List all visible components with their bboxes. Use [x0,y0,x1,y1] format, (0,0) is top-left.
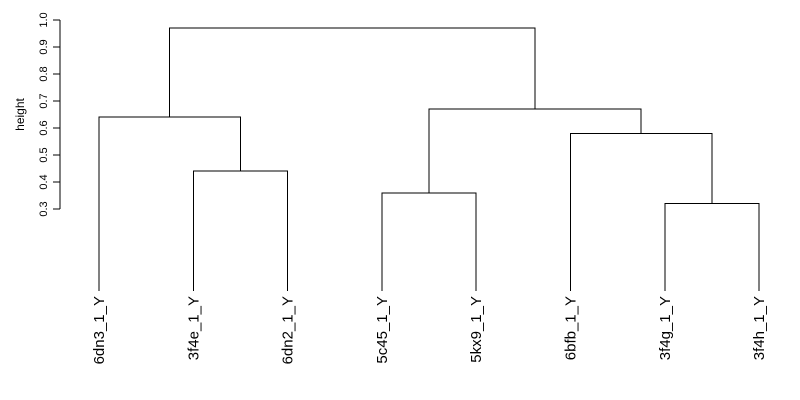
leaf-label: 3f4e_1_Y [185,296,202,360]
leaf-label: 6dn3_1_Y [91,296,108,364]
dendrogram-tree [98,27,760,291]
y-tick-label: 0.6 [38,120,50,135]
dendrogram-branch [192,170,289,291]
leaf-label: 3f4h_1_Y [751,296,768,360]
dendrogram-branch [98,116,241,291]
leaf-label: 5kx9_1_Y [468,296,485,363]
dendrogram-branch [428,108,642,193]
y-tick-label: 0.7 [38,93,50,108]
leaf-labels: 6dn3_1_Y 3f4e_1_Y 6dn2_1_Y 5c45_1_Y 5kx9_1_Y… [91,296,768,364]
y-tick-label: 1.0 [38,12,50,27]
y-tick-label: 0.5 [38,147,50,162]
y-tick-label: 0.9 [38,39,50,54]
dendrogram-branch [381,192,477,291]
y-axis: 0.3 0.4 0.5 0.6 0.7 0.8 0.9 1.0 [38,12,61,217]
y-tick-label: 0.8 [38,66,50,81]
y-tick-label: 0.4 [38,174,50,189]
dendrogram-branch [664,203,760,291]
y-axis-title: height [13,97,27,130]
leaf-label: 5c45_1_Y [374,296,391,364]
dendrogram-branch [570,132,713,291]
y-tick-label: 0.3 [38,201,50,216]
dendrogram-branch [169,27,536,118]
leaf-label: 6bfb_1_Y [563,296,580,360]
leaf-label: 6dn2_1_Y [280,296,297,364]
leaf-label: 3f4g_1_Y [657,296,674,360]
